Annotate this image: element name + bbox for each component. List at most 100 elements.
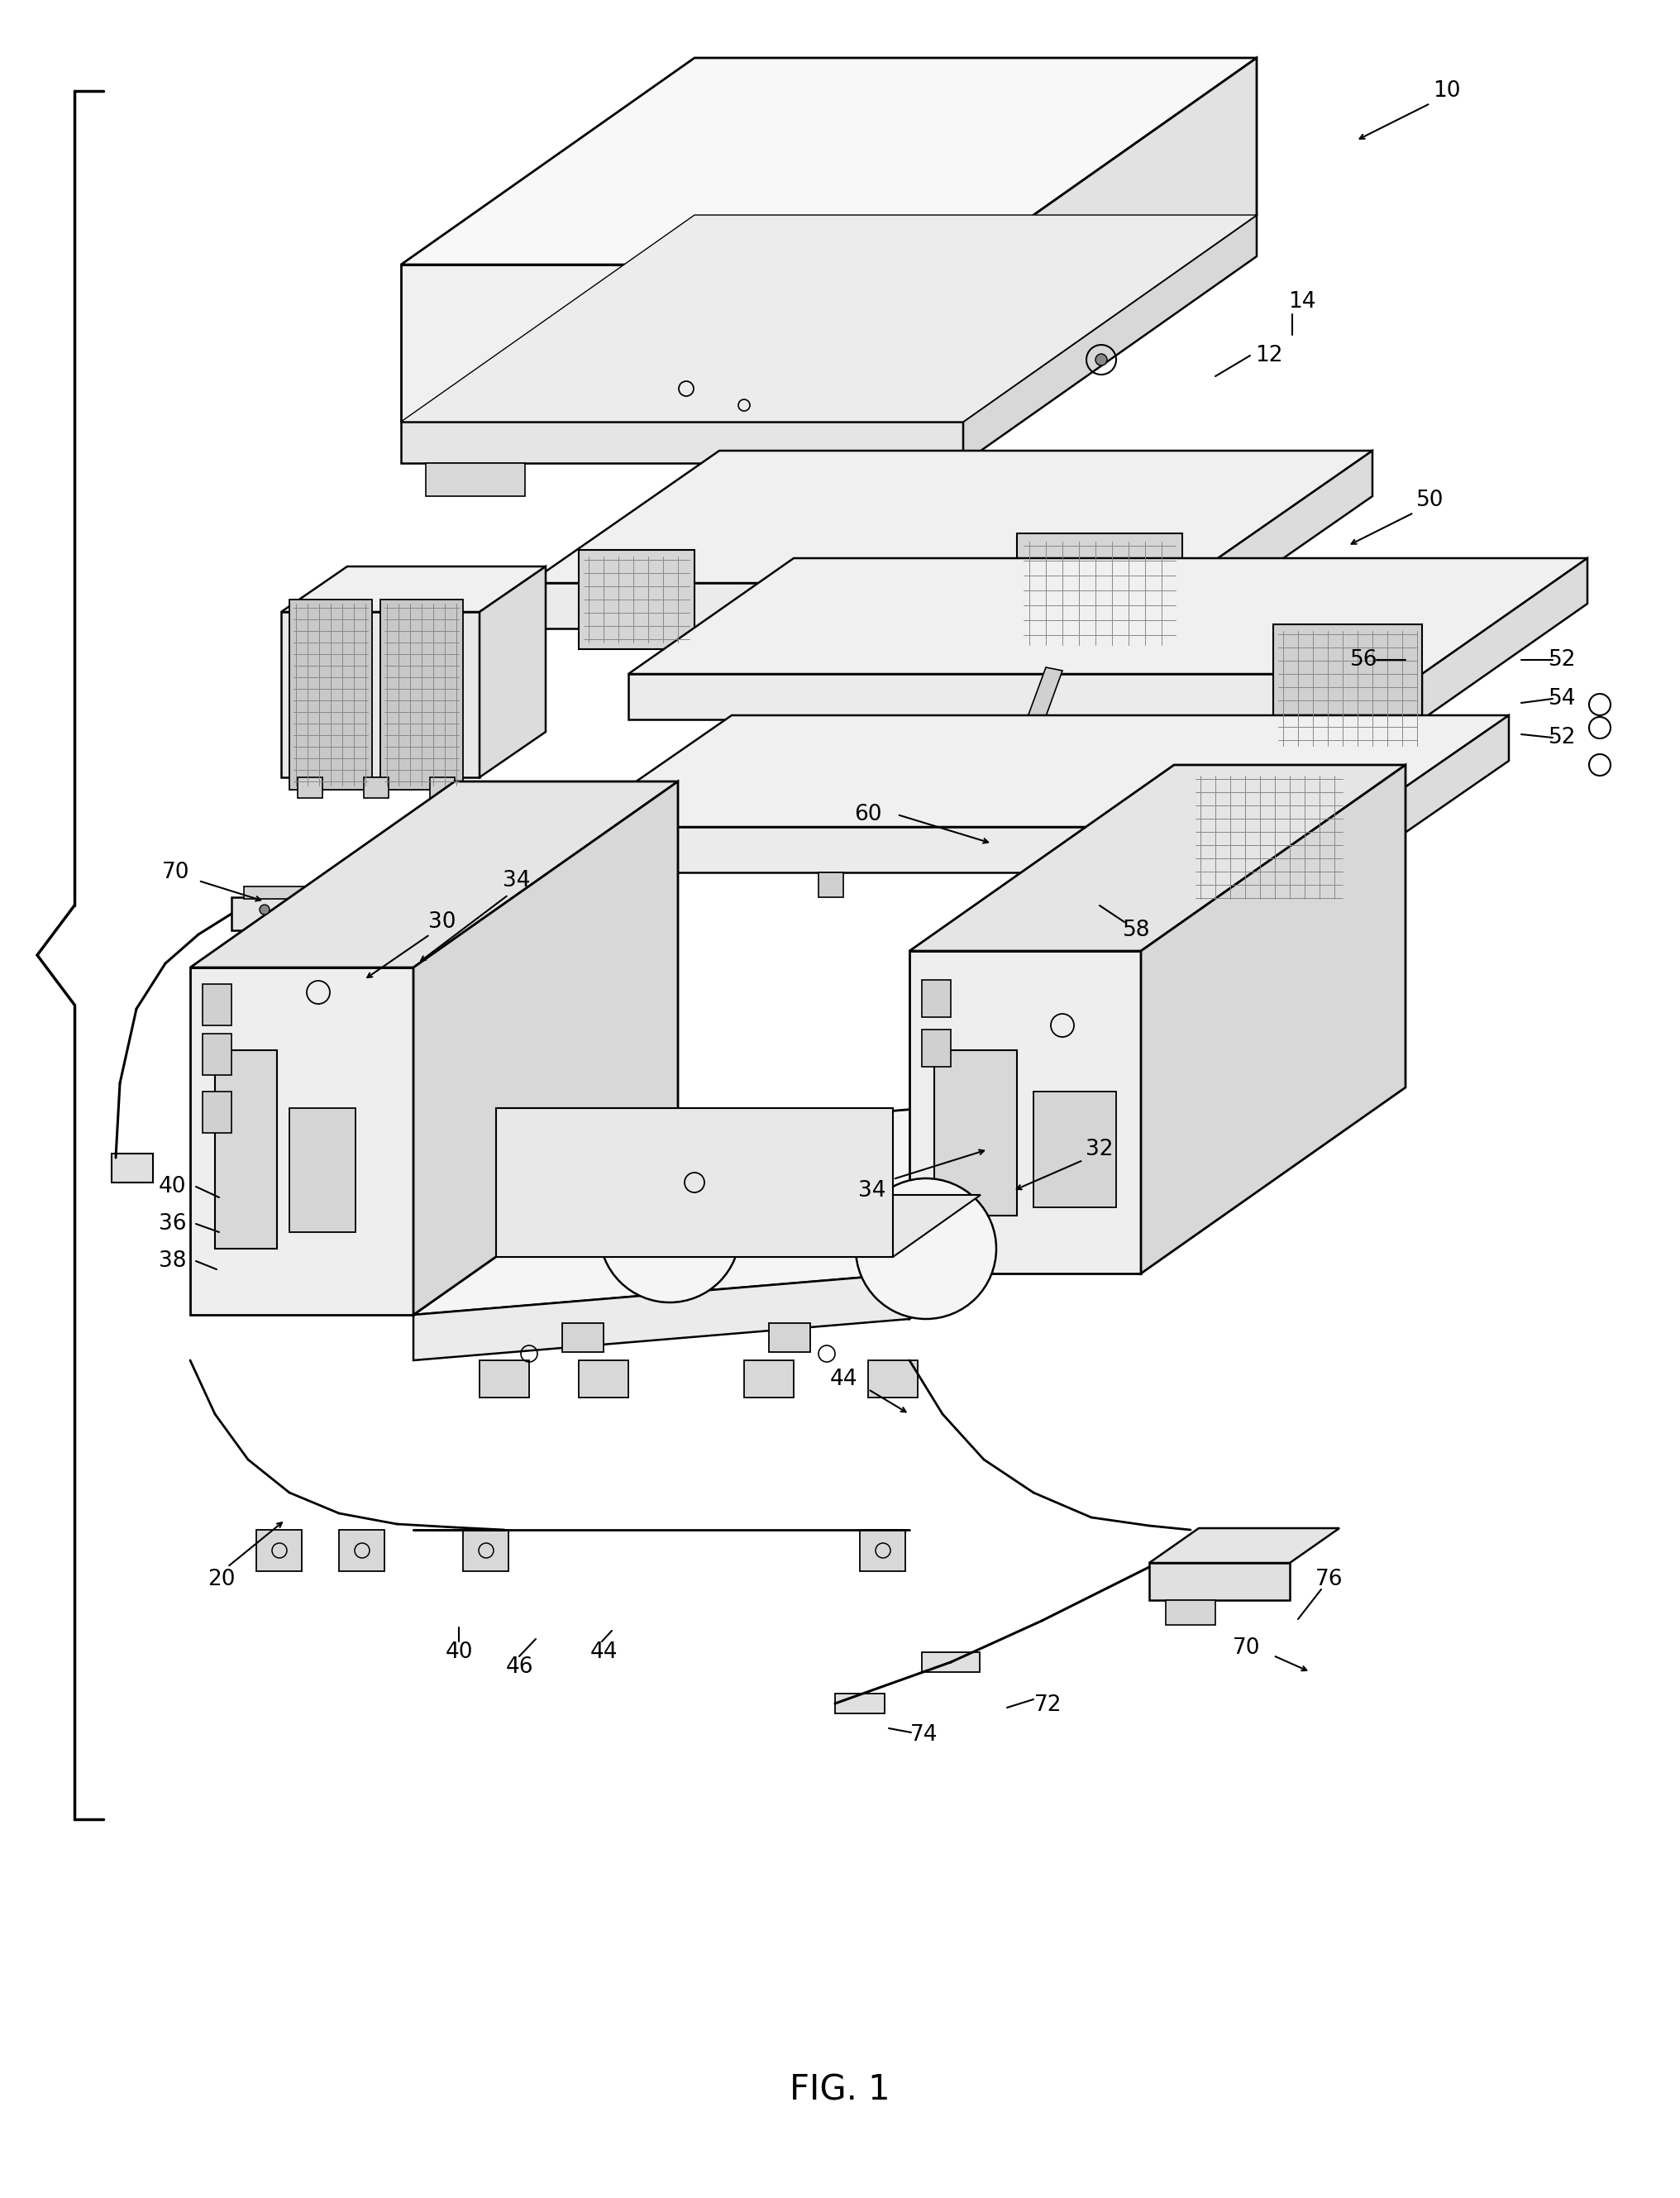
Polygon shape	[1347, 714, 1509, 873]
Text: 14: 14	[1289, 290, 1315, 312]
Polygon shape	[963, 57, 1257, 422]
Circle shape	[600, 1163, 739, 1303]
Polygon shape	[297, 778, 323, 798]
Polygon shape	[1033, 1092, 1116, 1207]
Circle shape	[855, 1178, 996, 1319]
Polygon shape	[402, 215, 1257, 422]
Polygon shape	[402, 57, 1257, 264]
Text: 44: 44	[830, 1369, 857, 1389]
Text: 76: 76	[1315, 1569, 1344, 1589]
Text: 56: 56	[1351, 648, 1378, 670]
Text: 52: 52	[1549, 648, 1576, 670]
Text: 40: 40	[158, 1176, 186, 1198]
Text: 12: 12	[1255, 345, 1284, 367]
Polygon shape	[413, 782, 679, 1314]
Polygon shape	[769, 1323, 810, 1352]
Text: 74: 74	[911, 1723, 937, 1745]
Text: 52: 52	[1549, 728, 1576, 747]
Polygon shape	[413, 1273, 909, 1361]
Polygon shape	[257, 1530, 302, 1572]
Text: 40: 40	[445, 1642, 472, 1664]
Polygon shape	[464, 1530, 509, 1572]
Polygon shape	[425, 464, 524, 497]
Text: FIG. 1: FIG. 1	[790, 2073, 890, 2108]
Text: 70: 70	[1233, 1638, 1260, 1659]
Polygon shape	[922, 980, 951, 1018]
Polygon shape	[922, 1029, 951, 1066]
Polygon shape	[1191, 769, 1347, 906]
Polygon shape	[909, 765, 1406, 952]
Polygon shape	[339, 1530, 385, 1572]
Polygon shape	[430, 778, 455, 798]
Polygon shape	[934, 1051, 1016, 1215]
Text: 54: 54	[1549, 688, 1576, 710]
Polygon shape	[578, 550, 694, 648]
Polygon shape	[869, 1361, 917, 1398]
Polygon shape	[281, 567, 546, 611]
Polygon shape	[563, 1323, 603, 1352]
Circle shape	[1095, 354, 1107, 365]
Polygon shape	[835, 1695, 885, 1714]
Polygon shape	[289, 1108, 356, 1233]
Polygon shape	[840, 464, 939, 497]
Polygon shape	[909, 1088, 1174, 1319]
Polygon shape	[628, 675, 1421, 719]
Polygon shape	[909, 952, 1141, 1273]
Polygon shape	[963, 215, 1257, 464]
Polygon shape	[529, 451, 1373, 582]
Polygon shape	[281, 611, 479, 778]
Polygon shape	[111, 1154, 153, 1183]
Text: 32: 32	[1085, 1139, 1114, 1161]
Polygon shape	[496, 1196, 981, 1257]
Polygon shape	[744, 1361, 793, 1398]
Polygon shape	[529, 582, 1183, 629]
Polygon shape	[628, 558, 1588, 675]
Polygon shape	[1016, 534, 1183, 653]
Text: 60: 60	[853, 804, 882, 824]
Text: 70: 70	[163, 862, 190, 884]
Polygon shape	[190, 782, 679, 967]
Polygon shape	[571, 714, 1509, 826]
Polygon shape	[1025, 668, 1062, 728]
Text: 20: 20	[208, 1569, 235, 1589]
Polygon shape	[1183, 451, 1373, 629]
Polygon shape	[380, 600, 464, 789]
Polygon shape	[203, 1033, 232, 1075]
Polygon shape	[578, 1361, 628, 1398]
Polygon shape	[413, 1088, 1174, 1314]
Polygon shape	[232, 897, 326, 930]
Polygon shape	[365, 778, 388, 798]
Polygon shape	[190, 967, 413, 1314]
Polygon shape	[496, 1108, 892, 1257]
Polygon shape	[289, 600, 371, 789]
Polygon shape	[1421, 558, 1588, 719]
Text: 72: 72	[1035, 1695, 1062, 1717]
Polygon shape	[1273, 624, 1421, 752]
Polygon shape	[1149, 1563, 1290, 1600]
Text: 46: 46	[506, 1657, 533, 1677]
Polygon shape	[860, 1530, 906, 1572]
Polygon shape	[818, 873, 843, 897]
Polygon shape	[922, 1653, 979, 1673]
Polygon shape	[900, 574, 942, 637]
Polygon shape	[244, 886, 311, 899]
Polygon shape	[1141, 765, 1406, 1273]
Text: 34: 34	[502, 870, 531, 892]
Polygon shape	[402, 422, 963, 464]
Polygon shape	[203, 1092, 232, 1132]
Text: 10: 10	[1433, 79, 1460, 101]
Polygon shape	[402, 264, 963, 422]
Text: 38: 38	[158, 1251, 186, 1273]
Text: 30: 30	[428, 912, 457, 932]
Polygon shape	[1166, 1600, 1215, 1624]
Polygon shape	[479, 1361, 529, 1398]
Polygon shape	[479, 567, 546, 778]
Polygon shape	[654, 873, 679, 897]
Text: 34: 34	[858, 1180, 885, 1202]
Circle shape	[260, 906, 269, 914]
Polygon shape	[215, 1051, 277, 1248]
Text: 50: 50	[1416, 490, 1445, 512]
Polygon shape	[1149, 1528, 1339, 1563]
Polygon shape	[203, 985, 232, 1026]
Polygon shape	[571, 826, 1347, 873]
